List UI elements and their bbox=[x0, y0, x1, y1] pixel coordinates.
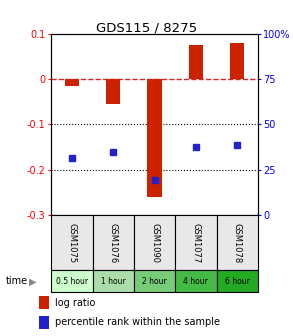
Bar bbox=[93, 215, 134, 270]
Text: GSM1076: GSM1076 bbox=[109, 223, 118, 263]
Bar bbox=[217, 215, 258, 270]
Text: 6 hour: 6 hour bbox=[225, 277, 250, 286]
Bar bbox=[175, 215, 217, 270]
Bar bbox=[134, 215, 175, 270]
Text: GDS115 / 8275: GDS115 / 8275 bbox=[96, 22, 197, 35]
Text: GSM1077: GSM1077 bbox=[191, 223, 200, 263]
Bar bbox=[65, 79, 79, 86]
Text: GSM1078: GSM1078 bbox=[233, 223, 242, 263]
Text: GSM1075: GSM1075 bbox=[67, 223, 76, 263]
Text: percentile rank within the sample: percentile rank within the sample bbox=[55, 317, 220, 327]
Text: 2 hour: 2 hour bbox=[142, 277, 167, 286]
Bar bbox=[134, 270, 175, 292]
Bar bbox=[230, 43, 244, 79]
Bar bbox=[93, 270, 134, 292]
Bar bbox=[175, 270, 217, 292]
Bar bbox=[189, 45, 203, 79]
Bar bbox=[147, 79, 162, 197]
Bar bbox=[106, 79, 120, 104]
Bar bbox=[217, 270, 258, 292]
Bar bbox=[51, 270, 93, 292]
Bar bbox=[39, 296, 49, 309]
Bar bbox=[39, 316, 49, 329]
Text: 4 hour: 4 hour bbox=[183, 277, 208, 286]
Text: 1 hour: 1 hour bbox=[101, 277, 126, 286]
Text: time: time bbox=[6, 277, 28, 286]
Text: log ratio: log ratio bbox=[55, 298, 96, 308]
Text: 0.5 hour: 0.5 hour bbox=[56, 277, 88, 286]
Text: ▶: ▶ bbox=[29, 277, 37, 286]
Bar bbox=[51, 215, 93, 270]
Text: GSM1090: GSM1090 bbox=[150, 223, 159, 263]
